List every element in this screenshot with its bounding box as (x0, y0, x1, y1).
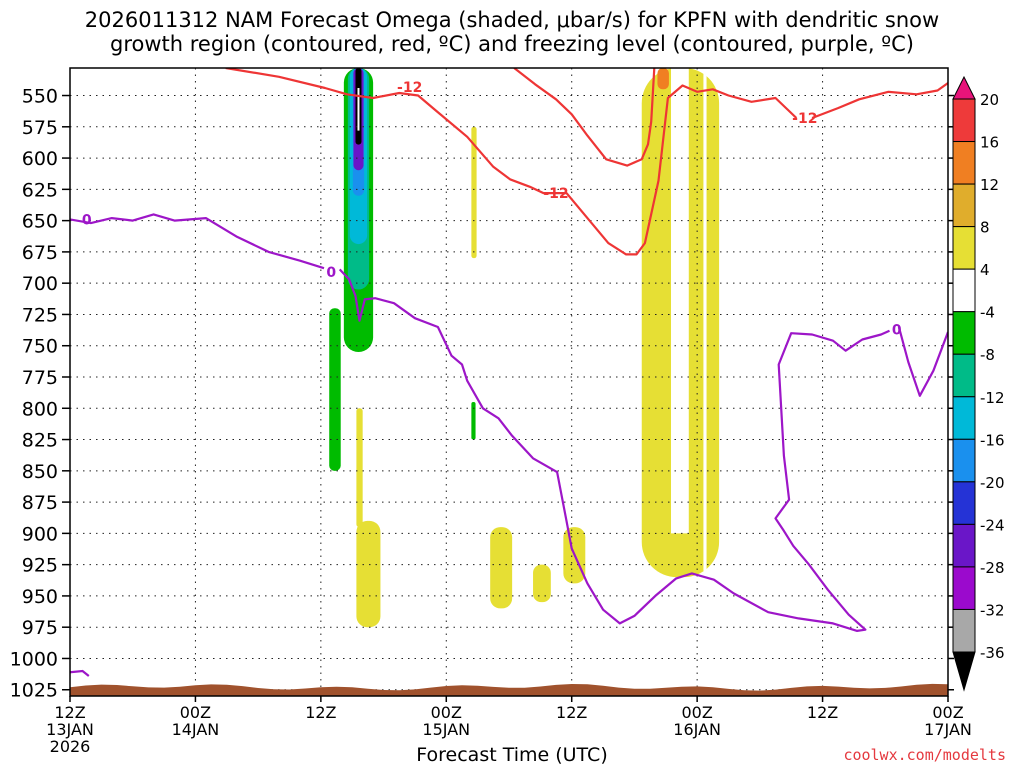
colorbar-label: 16 (980, 134, 999, 152)
colorbar-swatch (952, 226, 976, 270)
y-tick-label: 825 (22, 430, 58, 452)
colorbar-swatch (952, 608, 976, 653)
contour-line (897, 326, 948, 397)
colorbar-label: -20 (980, 474, 1005, 492)
y-tick-label: 675 (22, 242, 58, 264)
omega-region (356, 408, 363, 528)
colorbar-label: -12 (980, 389, 1005, 407)
x-tick-label: 15JAN (422, 720, 470, 739)
omega-region (533, 564, 551, 603)
contour-label: -12 (543, 186, 568, 202)
colorbar-arrow-bottom (952, 651, 976, 692)
credit-link[interactable]: coolwx.com/modelts (843, 746, 1006, 764)
y-tick-label: 900 (22, 523, 58, 545)
y-tick-label: 725 (22, 304, 58, 326)
y-tick-label: 575 (22, 117, 58, 139)
colorbar-swatch (952, 353, 976, 398)
x-tick-label: 17JAN (924, 720, 972, 739)
contour-label: 0 (326, 265, 336, 281)
omega-region (471, 402, 476, 440)
colorbar-label: -4 (980, 304, 995, 322)
y-tick-label: 1000 (10, 648, 58, 670)
contour-label: -12 (792, 111, 817, 127)
x-tick-label: 2026 (50, 737, 91, 756)
colorbar-swatch (952, 523, 976, 568)
contour-label: -12 (397, 80, 422, 96)
colorbar-swatch (952, 183, 976, 228)
x-tick-label: 12Z (807, 703, 838, 722)
omega-region (657, 68, 669, 90)
colorbar-label: 12 (980, 176, 999, 194)
y-tick-label: 775 (22, 367, 58, 389)
x-axis-label: Forecast Time (UTC) (416, 744, 608, 766)
omega-region-white (357, 88, 360, 131)
x-tick-label: 12Z (54, 703, 85, 722)
contour-line (225, 68, 798, 256)
y-tick-label: 625 (22, 179, 58, 201)
x-tick-label: 00Z (681, 703, 712, 722)
contour-line (70, 669, 90, 677)
y-tick-label: 950 (22, 586, 58, 608)
y-tick-label: 550 (22, 86, 58, 108)
colorbar-label: -8 (980, 346, 995, 364)
colorbar-label: 8 (980, 219, 990, 237)
colorbar-label: -32 (980, 601, 1005, 619)
chart-title-line-2: growth region (contoured, red, ºC) and f… (110, 32, 914, 56)
colorbar-swatch (952, 396, 976, 440)
y-tick-label: 875 (22, 492, 58, 514)
x-tick-label: 13JAN (46, 720, 94, 739)
colorbar-swatch (952, 98, 976, 143)
omega-gap (671, 68, 689, 534)
colorbar-arrow-top (952, 75, 976, 100)
contour-label: 0 (892, 322, 902, 338)
chart-title-line-1: 2026011312 NAM Forecast Omega (shaded, μ… (84, 8, 940, 32)
colorbar-swatch (952, 481, 976, 525)
contour-line (811, 82, 948, 120)
colorbar-label: -24 (980, 516, 1005, 534)
colorbar-label: -36 (980, 644, 1005, 662)
colorbar-swatch (952, 566, 976, 610)
omega-gap (703, 68, 707, 571)
y-tick-label: 925 (22, 555, 58, 577)
y-tick-label: 750 (22, 336, 58, 358)
colorbar-label: 4 (980, 261, 990, 279)
contour-line (70, 213, 325, 270)
x-tick-label: 12Z (305, 703, 336, 722)
omega-region (490, 527, 513, 609)
contour-label: 0 (82, 212, 92, 228)
omega-region (471, 126, 477, 259)
colorbar-label: -16 (980, 431, 1005, 449)
x-tick-label: 00Z (932, 703, 963, 722)
y-tick-label: 700 (22, 273, 58, 295)
colorbar-label: 20 (980, 91, 999, 109)
x-tick-label: 00Z (180, 703, 211, 722)
x-tick-label: 12Z (556, 703, 587, 722)
contour-line (513, 68, 656, 167)
chart-title: 2026011312 NAM Forecast Omega (shaded, μ… (0, 8, 1024, 56)
colorbar-swatch (952, 438, 976, 483)
y-tick-label: 650 (22, 211, 58, 233)
y-tick-label: 975 (22, 617, 58, 639)
terrain (70, 683, 948, 696)
contour-line (338, 268, 890, 632)
colorbar-label: -28 (980, 559, 1005, 577)
y-tick-label: 800 (22, 398, 58, 420)
colorbar-swatch (952, 311, 976, 355)
plot-frame (69, 67, 949, 697)
colorbar-swatch (952, 268, 976, 313)
x-tick-label: 16JAN (673, 720, 721, 739)
omega-region (356, 520, 381, 628)
omega-region (329, 308, 341, 471)
y-tick-label: 850 (22, 461, 58, 483)
x-tick-label: 00Z (431, 703, 462, 722)
colorbar-swatch (952, 141, 976, 185)
y-tick-label: 600 (22, 148, 58, 170)
x-tick-label: 14JAN (172, 720, 220, 739)
y-tick-label: 1025 (10, 680, 58, 702)
